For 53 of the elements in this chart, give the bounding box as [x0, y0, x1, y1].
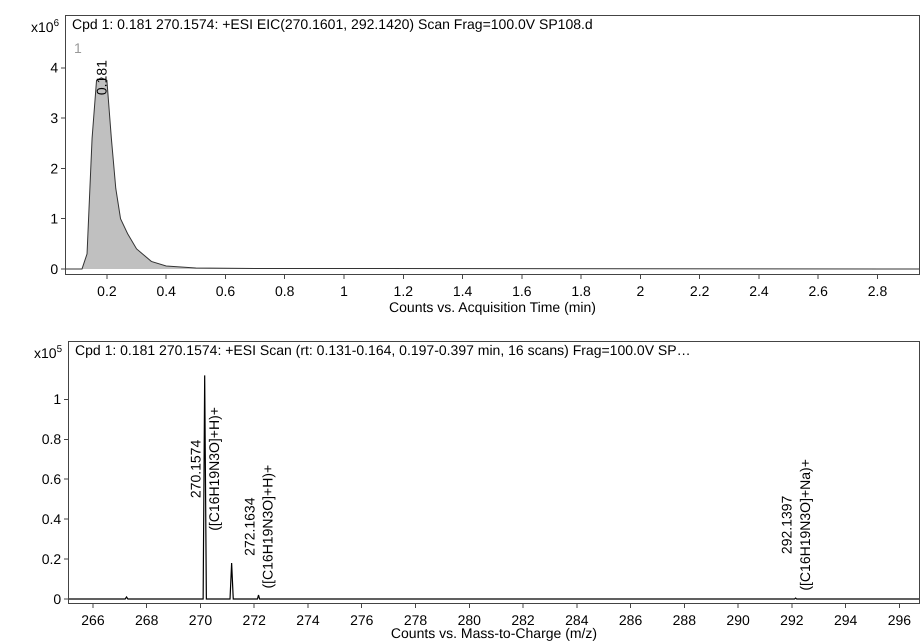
- x-tick-label: 0.4: [156, 282, 176, 299]
- y-tick-label: 2: [50, 160, 58, 176]
- x-tick-label: 268: [135, 612, 159, 628]
- x-tick-label: 2.8: [868, 282, 888, 299]
- y-tick-label: 3: [50, 110, 58, 126]
- x-axis-title: Counts vs. Mass-to-Charge (m/z): [390, 625, 598, 641]
- x-tick-label: 1.8: [571, 282, 592, 299]
- x-tick-label: 280: [458, 612, 482, 628]
- chart-title: Cpd 1: 0.181 270.1574: +ESI EIC(270.1601, 292.1420) Scan Frag=100.0V SP108.d: [72, 16, 593, 32]
- y-tick-label: 1: [53, 391, 62, 408]
- x-tick-label: 1: [340, 282, 348, 299]
- x-tick-label: 292: [780, 612, 804, 628]
- x-tick-label: 0.8: [274, 282, 295, 299]
- x-tick-label: 288: [672, 612, 696, 628]
- x-tick-label: 266: [81, 612, 105, 628]
- x-tick-label: 2.6: [808, 282, 828, 299]
- x-tick-label: 284: [565, 612, 589, 628]
- x-tick-label: 1.4: [452, 282, 472, 299]
- y-tick-label: 0: [53, 590, 62, 607]
- annotation: 272.1634 ([C16H19N3O]+H)+: [242, 464, 276, 589]
- y-tick-label: 4: [50, 60, 58, 76]
- x-tick-label: 274: [296, 612, 320, 628]
- x-tick-label: 276: [350, 612, 374, 628]
- annotation: 292.1397 ([C16H19N3O]+Na)+: [778, 459, 813, 591]
- x-tick-label: 282: [511, 612, 535, 628]
- x-tick-label: 2.4: [749, 282, 769, 299]
- x-tick-label: 278: [404, 612, 428, 628]
- y-tick-label: 0.2: [42, 550, 62, 567]
- annotation: 270.1574 ([C16H19N3O]+H)+: [188, 407, 222, 531]
- x-tick-label: 0.2: [97, 282, 117, 299]
- y-tick-label: 1: [50, 210, 58, 227]
- x-tick-label: 296: [888, 612, 912, 628]
- x-axis-title: Counts vs. Acquisition Time (min): [389, 298, 596, 315]
- annotation: 0.181: [93, 60, 110, 96]
- x-tick-label: 1.6: [512, 282, 532, 299]
- line-series: [69, 374, 919, 600]
- y-axis-title: x10$^{5}$: [34, 344, 63, 361]
- x-tick-label: 272: [242, 612, 266, 628]
- y-tick-label: 0.8: [42, 431, 62, 448]
- chart-title: Cpd 1: 0.181 270.1574: +ESI Scan (rt: 0.131-0.164, 0.197-0.397 min, 16 scans) Frag=100.0V SP…: [75, 342, 691, 358]
- x-tick-label: 0.6: [216, 282, 236, 299]
- y-tick-label: 0.4: [42, 511, 62, 528]
- x-tick-label: 290: [726, 612, 750, 628]
- x-tick-label: 2: [636, 282, 644, 299]
- x-tick-label: 286: [618, 612, 642, 628]
- x-tick-label: 270: [188, 612, 212, 628]
- annotation: 1: [74, 40, 82, 56]
- y-tick-label: 0: [50, 260, 58, 277]
- x-tick-label: 1.2: [394, 282, 414, 299]
- y-axis-title: x10$^{6}$: [31, 18, 60, 35]
- y-tick-label: 0.6: [42, 471, 62, 488]
- x-tick-label: 2.2: [690, 282, 710, 299]
- x-tick-label: 294: [834, 612, 858, 628]
